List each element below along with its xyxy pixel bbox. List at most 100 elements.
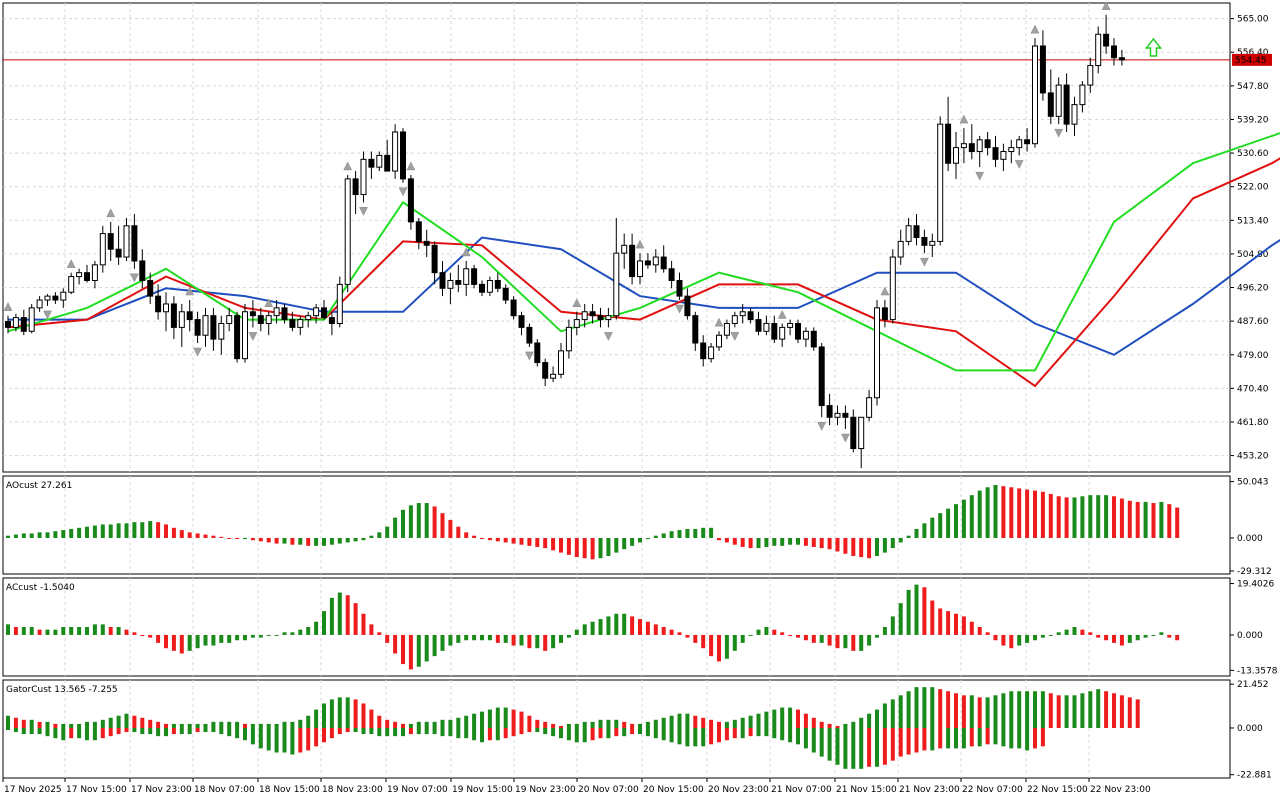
ac-bar-77: [614, 613, 619, 635]
y-tick-label: 513.40: [1237, 216, 1269, 226]
ac-bar-138: [1096, 634, 1101, 638]
ac-bar-3: [29, 627, 34, 635]
ao-bar-36: [290, 537, 295, 545]
ac-bar-143: [1135, 634, 1140, 641]
ac-bar-86: [685, 634, 690, 638]
ao-bar-80: [638, 537, 642, 543]
ao-bar-3: [29, 533, 34, 538]
fractal-up-1: [66, 259, 76, 268]
gator-lower-bar-110: [875, 727, 879, 767]
ac-bar-112: [890, 616, 895, 635]
gator-lower-bar-115: [914, 727, 919, 753]
ao-bar-108: [859, 537, 864, 558]
candle-body-85: [676, 279, 683, 297]
ao-bar-19: [156, 522, 161, 538]
fractal-up-11: [777, 309, 787, 319]
candle-body-38: [305, 315, 312, 321]
gator-lower-bar-80: [638, 727, 642, 735]
gator-y-tick-label: 21.452: [1237, 680, 1269, 690]
ao-bar-90: [717, 537, 721, 541]
ac-bar-43: [345, 595, 350, 635]
ac-bar-98: [780, 632, 785, 635]
candle-body-65: [518, 315, 525, 328]
ac-bar-145: [1151, 634, 1156, 636]
gator-lower-bar-85: [677, 727, 682, 745]
gator-upper-bar-57: [456, 717, 461, 728]
gator-lower-bar-43: [345, 727, 350, 733]
candle-body-41: [328, 317, 335, 324]
fractal-down-11: [840, 433, 850, 443]
gator-lower-bar-20: [164, 727, 168, 737]
ac-bar-51: [408, 634, 413, 670]
gator-upper-bar-23: [187, 723, 192, 728]
gator-lower-bar-44: [353, 727, 358, 733]
ac-bar-72: [574, 629, 579, 635]
ao-bar-38: [306, 537, 311, 546]
ac-bar-78: [622, 613, 627, 635]
x-tick-label: 22 Nov 15:00: [1027, 785, 1088, 795]
gator-lower-bar-105: [835, 727, 840, 765]
candle-body-46: [368, 158, 375, 168]
ac-bar-96: [764, 627, 769, 635]
gator-upper-bar-93: [740, 717, 745, 728]
ao-bar-94: [748, 537, 753, 549]
ao-bar-142: [1127, 500, 1132, 538]
fractal-up-12: [880, 286, 890, 296]
gator-lower-bar-39: [314, 727, 319, 747]
ao-bar-10: [85, 526, 89, 538]
gator-lower-bar-109: [867, 727, 872, 767]
gator-upper-bar-65: [519, 711, 524, 728]
fractal-up-2: [106, 208, 116, 218]
ac-bar-76: [606, 616, 611, 635]
ac-bar-46: [369, 624, 374, 635]
x-tick-label: 22 Nov 23:00: [1090, 785, 1151, 795]
candle-body-107: [850, 416, 857, 450]
gator-upper-bar-138: [1096, 689, 1101, 728]
ac-bar-62: [495, 634, 500, 643]
ao-bar-89: [709, 527, 714, 538]
gator-lower-bar-82: [653, 727, 658, 739]
gator-upper-bar-87: [693, 715, 698, 728]
ao-bar-22: [179, 530, 184, 538]
gator-lower-bar-79: [630, 727, 635, 735]
ac-bar-37: [298, 629, 303, 635]
gator-upper-bar-70: [559, 725, 563, 728]
ao-bar-64: [511, 537, 516, 544]
ac-bar-100: [796, 634, 800, 638]
gator-upper-bar-79: [630, 723, 635, 728]
fractal-up-7: [461, 247, 471, 257]
gator-lower-bar-36: [290, 727, 295, 755]
gator-upper-bar-34: [274, 723, 279, 728]
ao-bar-65: [519, 537, 524, 545]
candle-body-118: [937, 123, 944, 242]
ao-bar-82: [653, 535, 658, 538]
ao-bar-28: [227, 537, 232, 539]
ao-bar-44: [353, 537, 358, 542]
ao-bar-146: [1159, 501, 1164, 538]
ao-bar-74: [590, 537, 595, 560]
gator-lower-bar-71: [566, 727, 571, 741]
gator-lower-bar-25: [203, 727, 208, 733]
gator-upper-bar-99: [788, 707, 793, 728]
gator-lower-bar-4: [37, 727, 42, 735]
x-tick-label: 19 Nov 07:00: [387, 785, 448, 795]
gator-upper-bar-0: [6, 715, 10, 728]
ao-bar-49: [393, 517, 398, 538]
gator-lower-bar-51: [408, 727, 413, 735]
gator-lower-bar-26: [211, 727, 216, 733]
ao-bar-73: [582, 537, 587, 559]
ao-bar-125: [993, 485, 998, 538]
ac-bar-32: [258, 634, 263, 638]
ao-bar-47: [377, 532, 382, 538]
fractal-up-5: [343, 161, 353, 171]
ac-bar-84: [669, 629, 674, 635]
candle-body-15: [123, 225, 130, 258]
candle-body-9: [76, 272, 83, 278]
gator-lower-bar-116: [922, 727, 927, 751]
candle-body-1: [12, 317, 19, 328]
candle-body-62: [494, 279, 501, 289]
ac-bar-66: [527, 634, 532, 649]
ao-bar-24: [195, 533, 200, 538]
candle-body-110: [874, 307, 880, 399]
